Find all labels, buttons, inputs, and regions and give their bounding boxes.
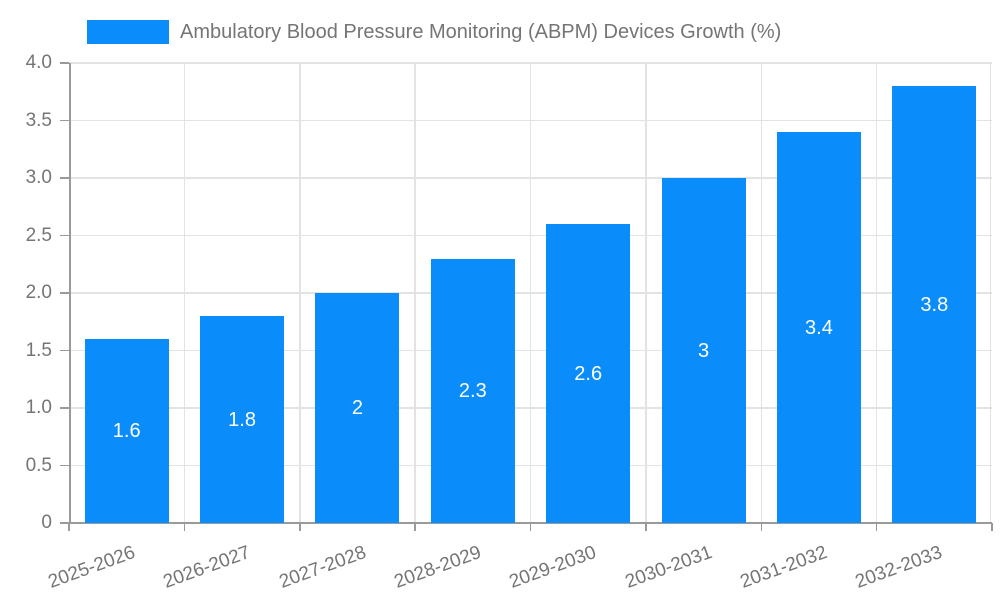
- bar[interactable]: 1.8: [200, 316, 285, 523]
- y-tick-label: 1.0: [25, 397, 52, 418]
- bar-value-label: 3.8: [920, 293, 949, 316]
- bar-value-label: 1.8: [228, 408, 256, 431]
- y-axis-tick: [60, 349, 69, 352]
- bar-value-label: 2.6: [574, 362, 603, 385]
- y-tick-label: 2.0: [25, 282, 52, 303]
- bar-value-label: 3: [698, 339, 710, 362]
- y-tick-label: 3.0: [25, 167, 52, 188]
- y-tick-label: 4.0: [25, 52, 52, 73]
- v-gridline: [529, 63, 532, 523]
- y-axis-tick: [60, 407, 69, 409]
- bar-value-label: 1.6: [112, 420, 141, 442]
- plot-area: 1.6 1.8 2 2.3 2.6 3 3.4 3.8: [60, 62, 993, 531]
- y-tick-label: 0.5: [25, 454, 52, 476]
- y-tick-label: 1.5: [25, 339, 52, 361]
- x-axis-tick: [414, 523, 416, 531]
- bar[interactable]: 2: [315, 293, 400, 523]
- v-gridline: [989, 63, 992, 523]
- bar[interactable]: 2.3: [430, 258, 515, 523]
- y-axis-tick: [60, 177, 69, 179]
- bar[interactable]: 2.6: [546, 224, 631, 523]
- x-tick-label: 2031-2032: [737, 542, 831, 593]
- y-axis-tick: [60, 62, 69, 64]
- x-axis-tick: [760, 523, 762, 531]
- x-axis-tick: [875, 523, 878, 531]
- y-axis-tick: [60, 522, 69, 524]
- bar[interactable]: 3.4: [776, 132, 861, 523]
- x-tick-label: 2028-2029: [391, 542, 484, 593]
- v-gridline: [414, 63, 416, 523]
- bar-value-label: 2: [351, 397, 363, 419]
- y-axis-tick: [60, 292, 69, 294]
- y-tick-label: 0: [41, 512, 52, 533]
- y-axis-line: [69, 63, 71, 524]
- x-tick-label: 2029-2030: [506, 542, 600, 593]
- x-axis-tick: [529, 523, 532, 531]
- x-tick-label: 2026-2027: [160, 542, 254, 593]
- x-axis-tick: [299, 523, 301, 531]
- legend-label[interactable]: Ambulatory Blood Pressure Monitoring (AB…: [180, 20, 782, 43]
- bar[interactable]: 3: [661, 178, 746, 523]
- x-axis-tick: [68, 523, 70, 531]
- v-gridline: [875, 63, 878, 523]
- x-tick-label: 2030-2031: [622, 542, 715, 593]
- y-axis-tick: [60, 119, 69, 122]
- v-gridline: [760, 63, 762, 523]
- x-axis-tick: [645, 523, 647, 531]
- x-tick-label: 2025-2026: [45, 542, 138, 593]
- y-tick-label: 2.5: [25, 224, 52, 246]
- bar[interactable]: 3.8: [892, 86, 977, 523]
- x-tick-label: 2027-2028: [276, 542, 369, 593]
- x-axis-line: [69, 522, 992, 524]
- bar-value-label: 3.4: [805, 316, 833, 339]
- x-tick-label: 2032-2033: [852, 542, 946, 593]
- v-gridline: [645, 63, 647, 523]
- y-axis-tick: [60, 464, 69, 467]
- bar[interactable]: 1.6: [84, 339, 169, 523]
- y-tick-label: 3.5: [25, 109, 52, 131]
- x-axis-tick: [183, 523, 186, 531]
- bar-value-label: 2.3: [458, 379, 487, 402]
- x-axis-tick: [991, 523, 993, 531]
- legend-swatch[interactable]: [87, 20, 169, 44]
- y-axis-tick: [60, 234, 69, 237]
- v-gridline: [183, 63, 186, 523]
- chart-legend[interactable]: Ambulatory Blood Pressure Monitoring (AB…: [87, 20, 781, 44]
- v-gridline: [299, 63, 301, 523]
